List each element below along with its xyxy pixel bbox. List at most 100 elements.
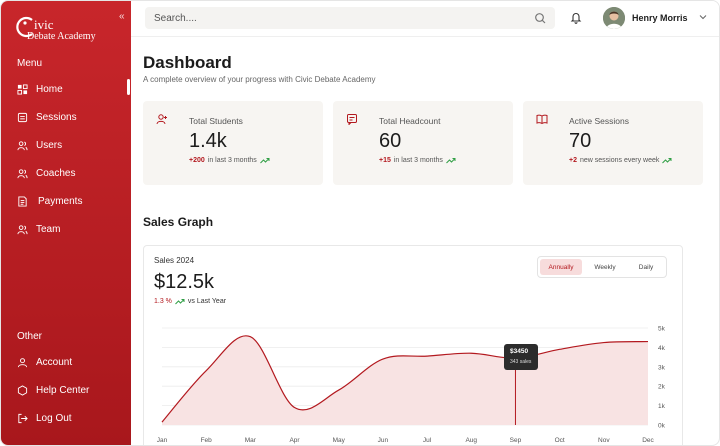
- tooltip-subtext: 343 sales: [510, 359, 532, 365]
- logo[interactable]: ivic Debate Academy: [15, 15, 115, 45]
- chevron-down-icon[interactable]: [699, 13, 707, 21]
- sidebar-item-coaches[interactable]: Coaches: [17, 163, 125, 183]
- sales-delta: 1.3 %: [154, 298, 172, 305]
- help-icon: [17, 384, 28, 396]
- stat-label: Active Sessions: [569, 116, 629, 126]
- sales-value: $12.5k: [154, 271, 215, 293]
- sales-label: Sales 2024: [154, 256, 195, 265]
- logout-icon: [18, 413, 28, 423]
- x-tick-label: Mar: [245, 437, 257, 444]
- sidebar-item-label: Coaches: [36, 167, 76, 179]
- stat-delta: +200: [189, 157, 205, 164]
- sidebar-item-label: Home: [36, 83, 63, 95]
- sessions-icon: [17, 112, 28, 122]
- trend-up-icon: [662, 158, 672, 164]
- book-icon: [536, 114, 548, 125]
- sidebar-item-label: Log Out: [36, 412, 72, 424]
- x-tick-label: Dec: [642, 437, 654, 444]
- trend-up-icon: [175, 299, 185, 305]
- home-icon: [17, 83, 28, 95]
- sidebar: ivic Debate Academy « Menu Home Sessions…: [1, 1, 131, 445]
- menu-section-label: Menu: [17, 58, 43, 69]
- x-tick-label: Aug: [465, 437, 477, 444]
- logo-subtext: Debate Academy: [27, 31, 96, 42]
- account-icon: [17, 357, 28, 367]
- sales-chart-card: Sales 2024 $12.5k 1.3 % vs Last Year Ann…: [143, 245, 683, 445]
- stat-value: 70: [569, 130, 592, 152]
- x-tick-label: Sep: [510, 437, 522, 444]
- search-icon[interactable]: [534, 12, 546, 24]
- tab-daily[interactable]: Daily: [638, 263, 654, 271]
- stat-label: Total Students: [189, 116, 243, 126]
- y-tick-label: 1k: [658, 403, 666, 410]
- tab-weekly[interactable]: Weekly: [594, 263, 616, 271]
- y-tick-label: 4k: [658, 345, 666, 352]
- x-tick-label: Jun: [378, 437, 389, 444]
- logo-mark-icon: [16, 16, 33, 38]
- stat-trend: +15 in last 3 months: [379, 157, 456, 164]
- sales-delta-text: vs Last Year: [187, 298, 227, 305]
- stat-delta-text: in last 3 months: [207, 157, 257, 164]
- stat-delta: +15: [379, 157, 391, 164]
- coaches-icon: [17, 168, 28, 178]
- team-icon: [17, 224, 28, 234]
- y-tick-label: 3k: [658, 364, 666, 371]
- y-tick-label: 5k: [658, 326, 666, 333]
- sales-graph-title: Sales Graph: [143, 215, 214, 229]
- stat-value: 1.4k: [189, 130, 227, 152]
- topbar: Henry Morris: [131, 1, 719, 37]
- sales-trend: 1.3 % vs Last Year: [154, 298, 226, 305]
- x-tick-label: May: [333, 437, 346, 444]
- chart-tooltip: $3450 343 sales: [504, 344, 538, 370]
- sidebar-item-label: Sessions: [36, 111, 77, 123]
- x-tick-label: Feb: [201, 437, 213, 444]
- stat-delta-text: in last 3 months: [393, 157, 443, 164]
- stat-trend: +200 in last 3 months: [189, 157, 270, 164]
- avatar-image: [603, 7, 625, 29]
- stat-trend: +2 new sessions every week: [569, 157, 672, 164]
- user-name[interactable]: Henry Morris: [632, 13, 688, 23]
- x-tick-label: Oct: [555, 437, 565, 444]
- x-tick-label: Jan: [157, 437, 168, 444]
- period-toggle: Annually Weekly Daily: [537, 256, 667, 278]
- avatar[interactable]: [603, 7, 625, 29]
- sidebar-item-home[interactable]: Home: [17, 79, 125, 99]
- collapse-sidebar-button[interactable]: «: [119, 11, 125, 22]
- search-bar: [145, 7, 555, 29]
- stat-card-total-students: Total Students 1.4k +200 in last 3 month…: [143, 101, 323, 185]
- stat-card-active-sessions: Active Sessions 70 +2 new sessions every…: [523, 101, 703, 185]
- sidebar-item-users[interactable]: Users: [17, 135, 125, 155]
- users-icon: [17, 140, 28, 150]
- page-title: Dashboard: [143, 53, 232, 72]
- notification-bell-icon[interactable]: [570, 11, 582, 24]
- tab-annually[interactable]: Annually: [540, 259, 582, 275]
- headcount-icon: [347, 114, 357, 125]
- x-tick-label: Nov: [598, 437, 610, 444]
- sales-line: [161, 335, 649, 423]
- logo-text: ivic: [34, 17, 54, 32]
- sidebar-item-team[interactable]: Team: [17, 219, 125, 239]
- trend-up-icon: [259, 158, 270, 164]
- x-tick-label: Jul: [423, 437, 432, 444]
- trend-up-icon: [446, 158, 456, 164]
- sidebar-item-label: Team: [36, 223, 61, 235]
- sidebar-item-label: Account: [36, 356, 73, 368]
- sidebar-item-label: Payments: [38, 195, 83, 207]
- sidebar-item-account[interactable]: Account: [17, 352, 125, 372]
- other-section-label: Other: [17, 331, 43, 342]
- sidebar-item-payments[interactable]: Payments: [17, 191, 125, 211]
- search-input[interactable]: [154, 10, 514, 26]
- page-subtitle: A complete overview of your progress wit…: [143, 75, 376, 84]
- y-tick-label: 0k: [658, 423, 666, 430]
- stat-label: Total Headcount: [379, 116, 441, 126]
- tooltip-value: $3450: [510, 348, 529, 355]
- stat-delta-text: new sessions every week: [579, 157, 660, 164]
- sidebar-item-logout[interactable]: Log Out: [17, 408, 125, 428]
- sidebar-item-sessions[interactable]: Sessions: [17, 107, 125, 127]
- y-tick-label: 2k: [658, 384, 666, 391]
- active-nav-indicator: [127, 79, 130, 95]
- sales-area-fill: [162, 335, 648, 425]
- stat-value: 60: [379, 130, 402, 152]
- sidebar-item-help-center[interactable]: Help Center: [17, 380, 125, 400]
